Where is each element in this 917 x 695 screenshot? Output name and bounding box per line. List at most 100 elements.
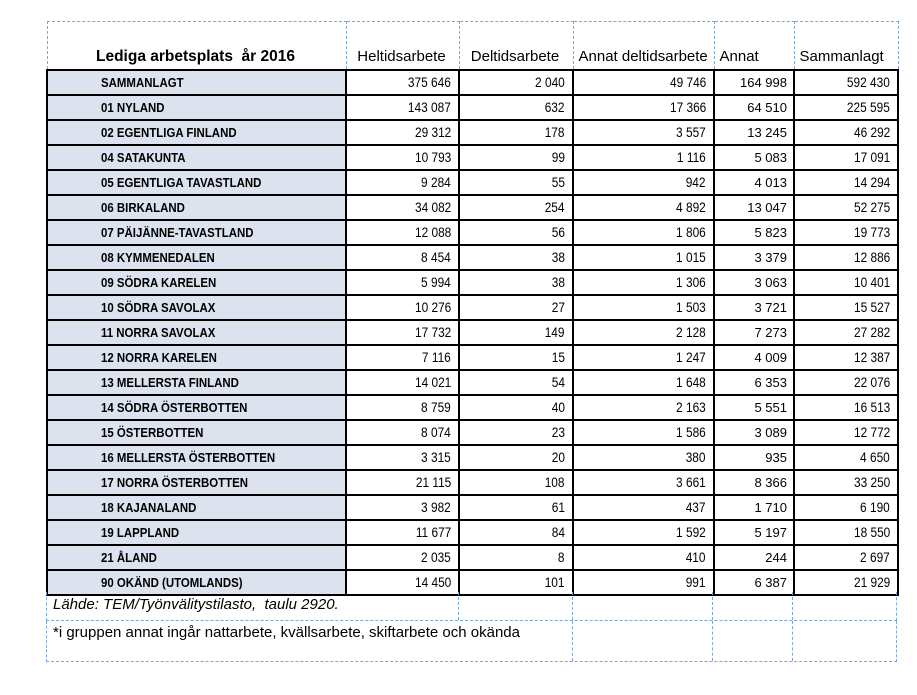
cell-annat-deltidsarbete: 1 015: [572, 244, 715, 271]
cell-heltidsarbete: 8 759: [345, 394, 460, 421]
cell-annat-deltidsarbete: 991: [572, 569, 715, 596]
value-deltidsarbete: 20: [551, 449, 565, 465]
value-annat-deltidsarbete: 410: [686, 549, 706, 565]
cell-annat-deltidsarbete: 380: [572, 444, 715, 471]
cell-heltidsarbete: 143 087: [345, 94, 460, 121]
cell-sammanlagt: 22 076: [793, 369, 899, 396]
table-row: 09 SÖDRA KARELEN 5 994 38 1 306 3 063 10…: [46, 269, 899, 296]
cell-sammanlagt: 17 091: [793, 144, 899, 171]
value-annat-deltidsarbete: 1 015: [676, 249, 706, 265]
row-label-cell: 04 SATAKUNTA: [46, 144, 347, 171]
col-header-annat: Annat: [713, 21, 795, 71]
cell-deltidsarbete: 8: [458, 544, 574, 571]
cell-annat: 6 387: [713, 569, 795, 596]
row-label: 01 NYLAND: [101, 99, 165, 115]
value-heltidsarbete: 8 759: [421, 399, 451, 415]
value-heltidsarbete: 7 116: [422, 349, 451, 365]
cell-sammanlagt: 14 294: [793, 169, 899, 196]
row-label: 02 EGENTLIGA FINLAND: [101, 124, 237, 140]
cell-annat: 8 366: [713, 469, 795, 496]
empty-cell: [712, 621, 792, 661]
col-header-annat-deltidsarbete: Annat deltidsarbete: [572, 21, 715, 71]
value-sammanlagt: 14 294: [853, 174, 890, 190]
footer-note-row: *i gruppen annat ingår nattarbete, kväll…: [46, 621, 897, 662]
cell-annat: 3 089: [713, 419, 795, 446]
value-deltidsarbete: 84: [551, 524, 565, 540]
cell-annat: 4 009: [713, 344, 795, 371]
cell-heltidsarbete: 9 284: [345, 169, 460, 196]
cell-annat: 5 197: [713, 519, 795, 546]
cell-heltidsarbete: 2 035: [345, 544, 460, 571]
cell-sammanlagt: 46 292: [793, 119, 899, 146]
value-deltidsarbete: 8: [558, 549, 565, 565]
table-row: 10 SÖDRA SAVOLAX 10 276 27 1 503 3 721 1…: [46, 294, 899, 321]
table-row: SAMMANLAGT 375 646 2 040 49 746 164 998 …: [46, 69, 899, 96]
value-annat-deltidsarbete: 991: [686, 574, 706, 590]
value-deltidsarbete: 55: [551, 174, 565, 190]
row-label: 07 PÄIJÄNNE-TAVASTLAND: [101, 224, 254, 240]
value-heltidsarbete: 29 312: [414, 124, 451, 140]
cell-annat: 13 245: [713, 119, 795, 146]
row-label-cell: 07 PÄIJÄNNE-TAVASTLAND: [46, 219, 347, 246]
cell-deltidsarbete: 56: [458, 219, 574, 246]
value-annat-deltidsarbete: 1 247: [676, 349, 706, 365]
cell-annat-deltidsarbete: 1 306: [572, 269, 715, 296]
value-deltidsarbete: 54: [551, 374, 565, 390]
cell-deltidsarbete: 20: [458, 444, 574, 471]
value-deltidsarbete: 149: [545, 324, 565, 340]
value-annat: 64 510: [747, 100, 787, 115]
row-label: 09 SÖDRA KARELEN: [101, 274, 217, 290]
row-label: 05 EGENTLIGA TAVASTLAND: [101, 174, 262, 190]
cell-deltidsarbete: 55: [458, 169, 574, 196]
cell-annat-deltidsarbete: 49 746: [572, 69, 715, 96]
empty-cell: [792, 621, 896, 661]
value-heltidsarbete: 34 082: [414, 199, 451, 215]
value-annat: 5 083: [754, 150, 787, 165]
source-cell: Lähde: TEM/Työnvälitystilasto, taulu 292…: [47, 592, 458, 620]
cell-annat: 4 013: [713, 169, 795, 196]
row-label: 11 NORRA SAVOLAX: [101, 324, 216, 340]
value-annat: 244: [765, 550, 787, 565]
row-label-cell: 01 NYLAND: [46, 94, 347, 121]
value-sammanlagt: 15 527: [853, 299, 890, 315]
value-sammanlagt: 225 595: [847, 99, 890, 115]
header-row: Lediga arbetsplats år 2016 Heltidsarbete…: [46, 21, 899, 71]
value-heltidsarbete: 2 035: [421, 549, 451, 565]
value-deltidsarbete: 61: [551, 499, 565, 515]
cell-annat: 3 063: [713, 269, 795, 296]
value-sammanlagt: 4 650: [860, 449, 890, 465]
empty-cell: [571, 592, 713, 620]
cell-sammanlagt: 4 650: [793, 444, 899, 471]
value-annat-deltidsarbete: 4 892: [676, 199, 706, 215]
row-label-cell: 17 NORRA ÖSTERBOTTEN: [46, 469, 347, 496]
cell-annat-deltidsarbete: 1 503: [572, 294, 715, 321]
row-label: 08 KYMMENEDALEN: [101, 249, 215, 265]
row-label-cell: 12 NORRA KARELEN: [46, 344, 347, 371]
cell-sammanlagt: 15 527: [793, 294, 899, 321]
value-heltidsarbete: 3 315: [421, 449, 451, 465]
table-row: 90 OKÄND (UTOMLANDS) 14 450 101 991 6 38…: [46, 569, 899, 596]
cell-deltidsarbete: 38: [458, 269, 574, 296]
cell-annat-deltidsarbete: 1 806: [572, 219, 715, 246]
value-annat: 3 063: [754, 275, 787, 290]
table-row: 01 NYLAND 143 087 632 17 366 64 510 225 …: [46, 94, 899, 121]
cell-annat: 3 379: [713, 244, 795, 271]
cell-deltidsarbete: 40: [458, 394, 574, 421]
row-label-cell: 19 LAPPLAND: [46, 519, 347, 546]
value-annat: 164 998: [740, 75, 787, 90]
value-sammanlagt: 12 886: [853, 249, 890, 265]
value-deltidsarbete: 2 040: [535, 74, 565, 90]
cell-sammanlagt: 2 697: [793, 544, 899, 571]
cell-annat-deltidsarbete: 437: [572, 494, 715, 521]
cell-deltidsarbete: 101: [458, 569, 574, 596]
cell-heltidsarbete: 11 677: [345, 519, 460, 546]
table-title-text: Lediga arbetsplats år 2016: [95, 48, 295, 65]
value-deltidsarbete: 632: [545, 99, 565, 115]
value-sammanlagt: 592 430: [847, 74, 890, 90]
value-heltidsarbete: 3 982: [421, 499, 451, 515]
value-annat: 5 197: [754, 525, 787, 540]
row-label-cell: 18 KAJANALAND: [46, 494, 347, 521]
cell-deltidsarbete: 178: [458, 119, 574, 146]
value-annat: 935: [765, 450, 787, 465]
cell-deltidsarbete: 15: [458, 344, 574, 371]
